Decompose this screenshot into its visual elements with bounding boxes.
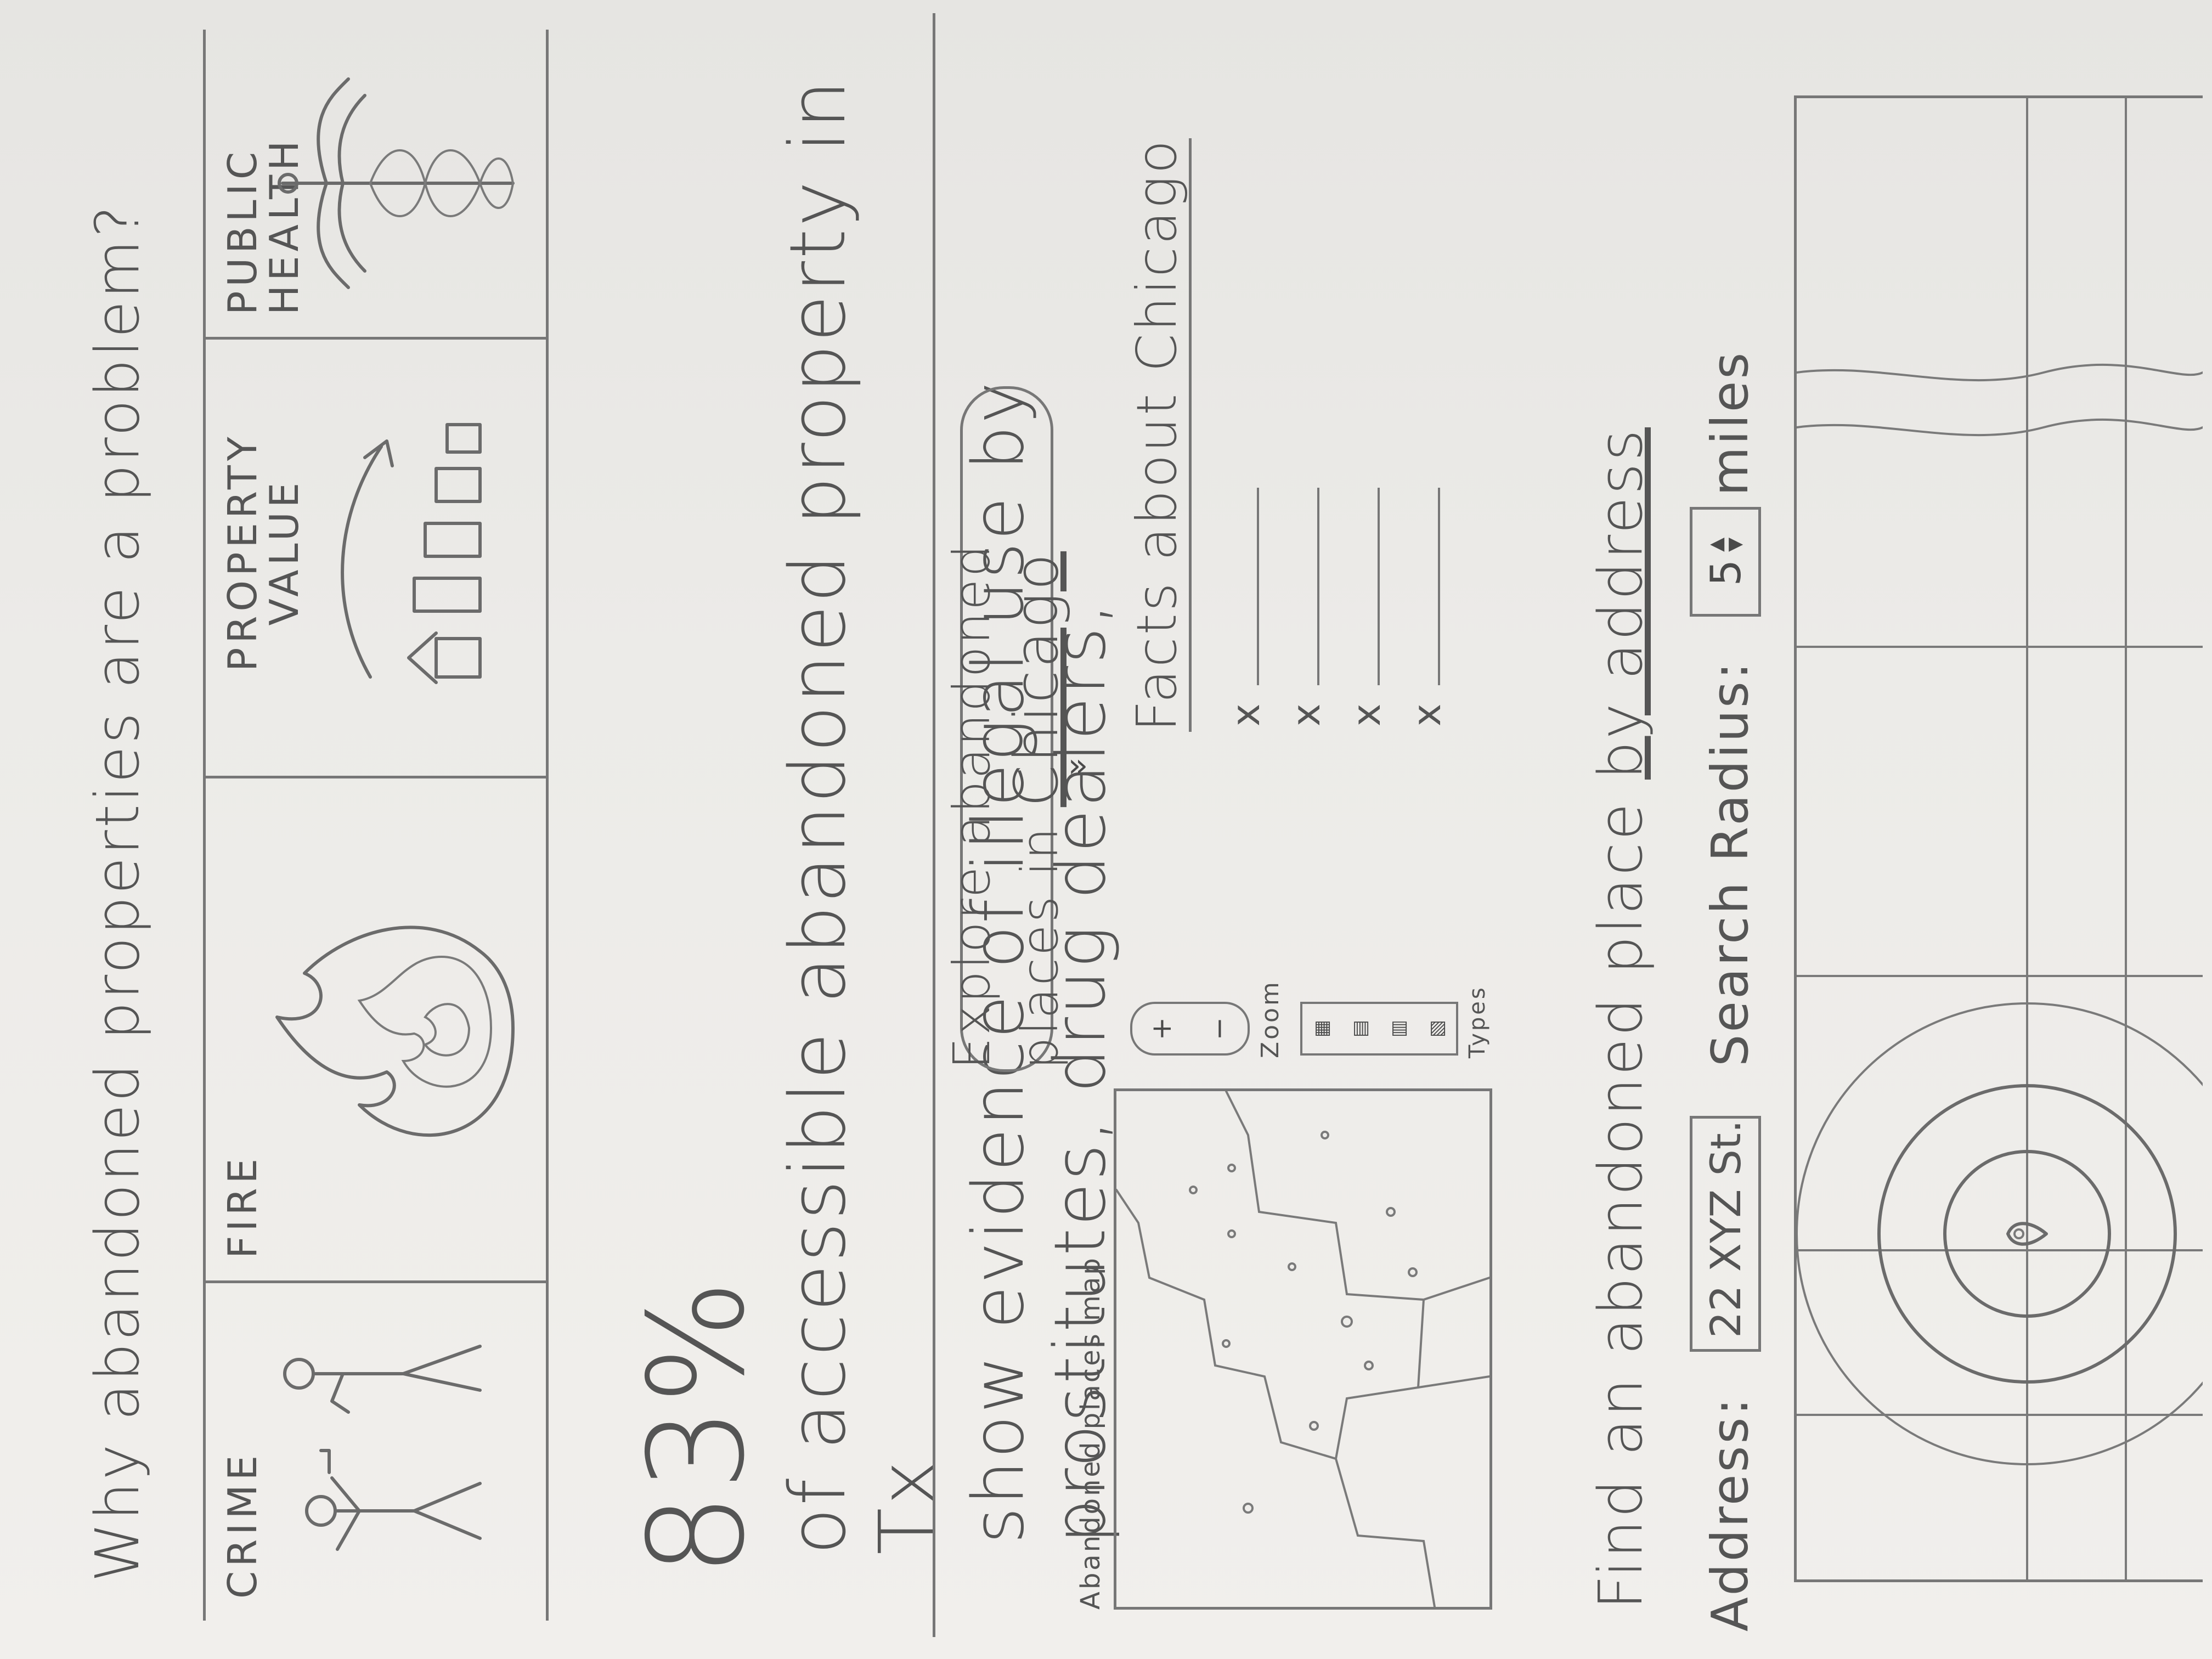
map-title: Abandoned places map — [1075, 1256, 1106, 1610]
abandoned-places-map[interactable] — [1114, 1088, 1492, 1610]
find-title-prefix: Find an abandoned place — [1585, 800, 1656, 1610]
fact-placeholder-line — [1378, 487, 1380, 685]
fact-item: x — [1404, 487, 1449, 726]
section-divider — [933, 13, 935, 1637]
address-input[interactable] — [1690, 1116, 1761, 1352]
explore-city-link[interactable]: Chicago — [1001, 551, 1071, 808]
map-canvas — [1115, 1090, 1491, 1608]
fact-bullet: x — [1284, 701, 1329, 726]
explore-title: Explore abandoned places in Chicago — [943, 389, 1071, 1069]
crime-icon — [283, 1345, 482, 1551]
fact-item: x — [1344, 487, 1389, 726]
search-radius-label: Search Radius: — [1701, 660, 1759, 1066]
fact-bullet: x — [1344, 701, 1389, 726]
stepper-down-icon[interactable]: ▼ — [1724, 537, 1746, 552]
fact-placeholder-line — [1257, 487, 1259, 685]
explore-header-pill[interactable]: Explore abandoned places in Chicago — [943, 386, 1071, 1072]
zoom-label: Zoom — [1256, 980, 1284, 1058]
fact-placeholder-line — [1438, 487, 1440, 685]
location-pin-icon[interactable] — [2006, 1222, 2048, 1246]
radius-ring-inner — [1943, 1150, 2111, 1318]
radius-ring-middle — [1877, 1084, 2177, 1384]
chevron-down-icon[interactable]: » — [1068, 746, 1088, 785]
panel-fire: FIRE — [206, 776, 546, 1280]
fact-bullet: x — [1223, 701, 1268, 726]
fact-item: x — [1223, 487, 1268, 726]
types-label: Types — [1465, 985, 1490, 1058]
radius-search-map[interactable] — [1794, 95, 2212, 1582]
fact-bullet: x — [1404, 701, 1449, 726]
type-filter-option[interactable]: ▦ — [1311, 1019, 1333, 1038]
fact-placeholder-line — [1317, 487, 1319, 685]
caduceus-icon — [278, 77, 515, 289]
fact-item: x — [1284, 487, 1329, 726]
panel-property-value: PROPERTY VALUE — [206, 337, 546, 776]
radius-ring-outer — [1796, 1002, 2212, 1465]
stepper-arrows[interactable]: ▲ ▼ — [1705, 537, 1746, 552]
zoom-control[interactable]: + − — [1130, 1002, 1250, 1056]
panel-public-health: PUBLIC HEALTH — [206, 30, 546, 337]
page-title: Why abandoned properties are a problem? — [82, 203, 153, 1582]
map-markers[interactable] — [1189, 1131, 1418, 1514]
radius-value: 5 — [1701, 559, 1750, 586]
find-title: Find an abandoned place by address — [1585, 427, 1656, 1610]
facts-city: Chicago — [1125, 138, 1189, 372]
zoom-out-button[interactable]: − — [1203, 1017, 1235, 1040]
stepper-up-icon[interactable]: ▲ — [1705, 537, 1727, 552]
radius-stepper[interactable]: 5 ▲ ▼ — [1690, 507, 1761, 617]
problem-panels: CRIME FIRE PROPERTY VALUE — [203, 30, 549, 1621]
types-filter[interactable]: ▦ ▤ ▥ ▧ — [1300, 1002, 1458, 1056]
zoom-in-button[interactable]: + — [1145, 1017, 1177, 1040]
radius-units: miles — [1701, 350, 1759, 496]
panel-crime: CRIME — [206, 1280, 546, 1621]
facts-title: Facts about Chicago — [1125, 138, 1192, 732]
radius-map-canvas — [1796, 97, 2212, 1581]
facts-title-prefix: Facts about — [1125, 391, 1189, 732]
property-value-icon — [341, 423, 482, 684]
fire-icon — [275, 926, 515, 1137]
stat-text-line-1: of accessible abandoned property in Tx — [774, 78, 952, 1555]
stat-number: 83% — [620, 1277, 774, 1577]
type-filter-option[interactable]: ▧ — [1426, 1019, 1448, 1038]
find-by-address-link[interactable]: by address — [1585, 427, 1656, 780]
type-filter-option[interactable]: ▤ — [1349, 1019, 1371, 1038]
address-label: Address: — [1701, 1396, 1759, 1632]
type-filter-option[interactable]: ▥ — [1387, 1019, 1409, 1038]
